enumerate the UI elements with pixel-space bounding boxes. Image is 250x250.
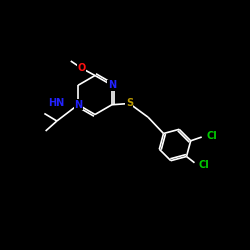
Text: O: O bbox=[77, 63, 86, 73]
Text: N: N bbox=[108, 80, 116, 90]
Text: Cl: Cl bbox=[207, 131, 218, 141]
Text: HN: HN bbox=[48, 98, 64, 108]
Text: N: N bbox=[74, 100, 82, 110]
Text: S: S bbox=[126, 98, 133, 108]
Text: Cl: Cl bbox=[198, 160, 209, 170]
